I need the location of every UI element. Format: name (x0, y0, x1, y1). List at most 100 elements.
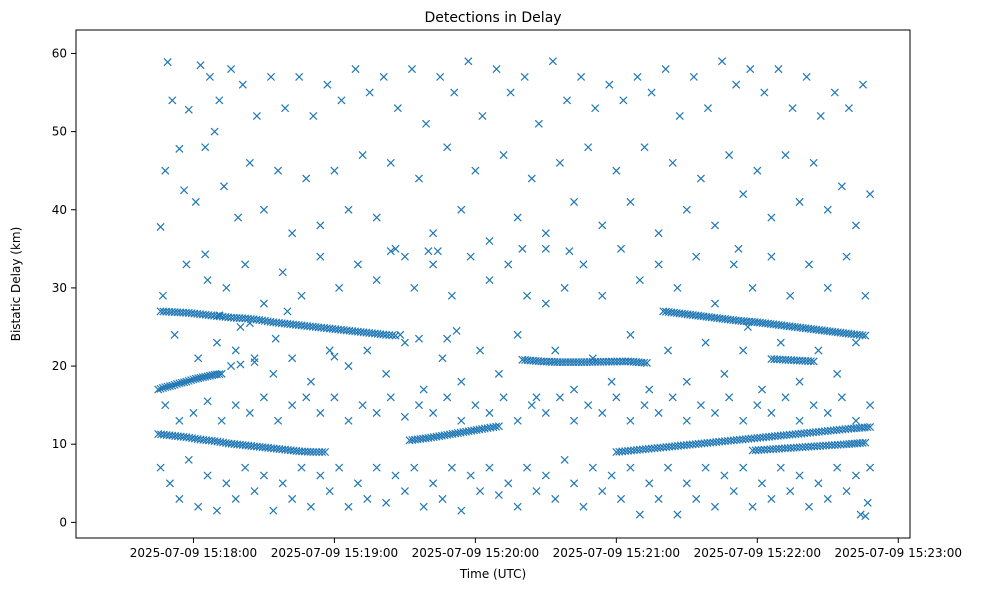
data-point (175, 494, 184, 503)
data-point (227, 362, 236, 371)
data-point (640, 143, 649, 152)
data-point (175, 144, 184, 153)
data-point (215, 96, 224, 105)
data-point (668, 393, 677, 402)
data-point (795, 416, 804, 425)
data-point (605, 80, 614, 89)
data-point (781, 393, 790, 402)
data-point (598, 487, 607, 496)
data-point (386, 393, 395, 402)
data-point (274, 416, 283, 425)
data-point (858, 331, 867, 340)
data-point (358, 151, 367, 160)
data-point (161, 166, 170, 175)
data-point (222, 479, 231, 488)
data-point (809, 158, 818, 167)
data-point (250, 354, 259, 363)
data-point (767, 252, 776, 261)
x-tick-label: 2025-07-09 15:19:00 (271, 546, 398, 560)
data-point (591, 104, 600, 113)
data-point (692, 252, 701, 261)
data-point (274, 166, 283, 175)
y-tick-label: 40 (52, 203, 67, 217)
data-point (866, 190, 875, 199)
data-point (748, 502, 757, 511)
x-axis-ticks: 2025-07-09 15:18:00 2025-07-09 15:19:00 20… (130, 538, 962, 560)
data-point (816, 111, 825, 120)
axes-frame (75, 29, 911, 539)
data-point (386, 247, 395, 256)
data-point (316, 408, 325, 417)
data-point (710, 502, 720, 511)
data-point (295, 72, 304, 81)
data-point (231, 494, 240, 503)
data-point (309, 111, 318, 120)
data-point (165, 382, 174, 391)
data-point (219, 182, 229, 191)
data-point (858, 438, 867, 447)
data-point (245, 319, 254, 328)
data-point (710, 299, 720, 308)
data-point (386, 158, 395, 167)
data-point (776, 338, 785, 347)
data-point (466, 471, 475, 480)
data-point (626, 197, 635, 206)
data-point (689, 72, 698, 81)
data-point (842, 487, 851, 496)
data-point (250, 358, 259, 367)
data-point (414, 401, 424, 410)
data-point (866, 401, 875, 410)
data-point (278, 479, 287, 488)
data-point (725, 393, 734, 402)
data-point (245, 158, 254, 167)
data-point (400, 252, 409, 261)
data-point (743, 322, 752, 332)
data-point (814, 346, 823, 355)
data-point (663, 463, 673, 472)
data-point (372, 463, 381, 472)
data-point (725, 151, 734, 160)
data-point (734, 244, 743, 253)
data-point (814, 479, 823, 488)
data-point (414, 334, 424, 343)
data-point (163, 382, 172, 391)
data-point (532, 487, 541, 496)
data-point (654, 494, 663, 503)
y-tick-label: 60 (52, 46, 67, 60)
data-point (429, 260, 438, 269)
data-point (271, 334, 280, 343)
data-point (168, 96, 177, 105)
data-point (330, 393, 339, 402)
data-point (626, 330, 635, 339)
data-point (297, 463, 306, 472)
data-point (513, 502, 522, 511)
data-point (682, 377, 691, 386)
series-track_lower_11_9 (154, 430, 330, 457)
data-point (696, 174, 705, 183)
data-point (391, 244, 400, 253)
data-point (729, 487, 738, 496)
data-point (396, 330, 405, 339)
data-point (504, 479, 513, 488)
data-point (344, 205, 353, 214)
data-point (804, 260, 814, 269)
data-point (781, 151, 790, 160)
data-point (577, 72, 586, 81)
data-point (579, 260, 588, 269)
data-point (541, 299, 550, 308)
data-point (555, 158, 564, 167)
data-point (570, 385, 579, 394)
data-point (457, 416, 466, 425)
data-point (663, 346, 673, 355)
series-track_upper_27_24 (156, 307, 400, 340)
data-point (215, 370, 224, 379)
data-point (682, 479, 691, 488)
data-point (165, 479, 174, 488)
data-point (626, 416, 635, 425)
data-point (710, 408, 720, 417)
data-point (234, 213, 243, 222)
data-point (668, 158, 677, 167)
data-point (494, 369, 503, 378)
data-point (786, 487, 795, 496)
data-point (703, 104, 712, 113)
